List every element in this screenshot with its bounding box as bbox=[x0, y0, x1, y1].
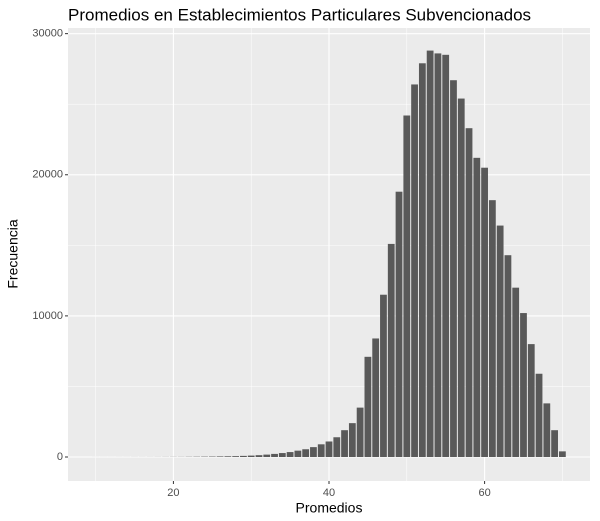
bar bbox=[450, 80, 457, 458]
bar bbox=[411, 84, 418, 458]
y-axis-label: Frecuencia bbox=[5, 219, 21, 288]
bar bbox=[356, 407, 364, 458]
bar bbox=[271, 453, 278, 458]
bar bbox=[558, 451, 566, 458]
bar bbox=[240, 455, 247, 458]
bar bbox=[418, 63, 426, 458]
y-tick-label: 30000 bbox=[32, 28, 63, 40]
bar bbox=[224, 456, 232, 458]
y-tick-label: 0 bbox=[57, 451, 63, 463]
bar bbox=[527, 344, 535, 458]
x-tick-label: 40 bbox=[323, 487, 335, 499]
bar bbox=[473, 157, 481, 458]
bar bbox=[504, 255, 512, 458]
bar bbox=[457, 98, 465, 458]
bar bbox=[496, 225, 504, 458]
bar bbox=[403, 115, 411, 458]
bar bbox=[512, 287, 520, 458]
bar bbox=[294, 450, 302, 458]
bar bbox=[278, 453, 286, 458]
bar bbox=[348, 423, 356, 458]
bar bbox=[488, 200, 496, 458]
bar bbox=[325, 441, 333, 458]
bar bbox=[232, 456, 240, 458]
bar bbox=[543, 403, 551, 458]
bar bbox=[247, 455, 255, 458]
bar bbox=[364, 356, 372, 458]
bar bbox=[341, 430, 348, 458]
bar bbox=[395, 191, 403, 458]
bar bbox=[310, 447, 317, 458]
bar bbox=[380, 294, 387, 458]
x-tick-label: 60 bbox=[478, 487, 490, 499]
bar bbox=[372, 338, 380, 458]
bar bbox=[520, 313, 527, 458]
bar bbox=[333, 437, 341, 458]
bar bbox=[426, 50, 434, 458]
bar bbox=[387, 243, 395, 458]
y-tick-label: 20000 bbox=[32, 169, 63, 181]
x-axis-label: Promedios bbox=[296, 500, 363, 516]
chart-title: Promedios en Establecimientos Particular… bbox=[68, 5, 531, 24]
bar bbox=[442, 54, 450, 458]
bar bbox=[216, 456, 224, 458]
bar bbox=[434, 53, 442, 458]
bar bbox=[465, 128, 473, 458]
bar bbox=[302, 449, 310, 458]
bar bbox=[255, 455, 263, 458]
bar bbox=[551, 430, 558, 458]
y-tick-label: 10000 bbox=[32, 310, 63, 322]
bar bbox=[535, 373, 543, 458]
bar bbox=[263, 454, 271, 458]
bar bbox=[317, 444, 325, 458]
bar bbox=[481, 167, 488, 458]
bar bbox=[286, 452, 294, 458]
x-tick-label: 20 bbox=[167, 487, 179, 499]
